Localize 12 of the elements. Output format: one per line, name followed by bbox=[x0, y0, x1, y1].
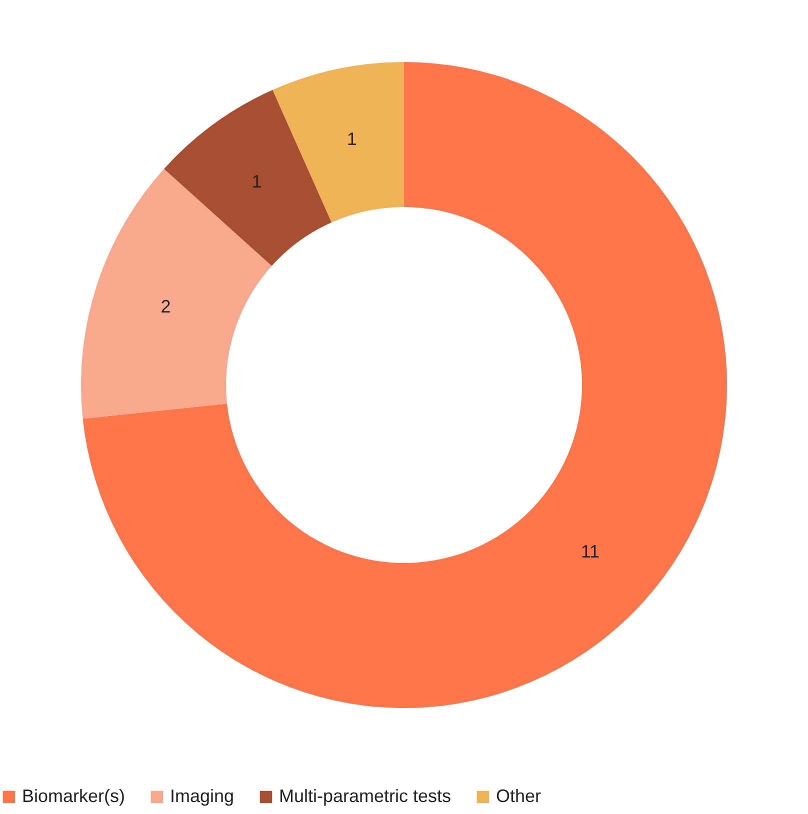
donut-slice bbox=[81, 168, 272, 419]
legend-label: Imaging bbox=[170, 786, 234, 806]
donut-slice bbox=[272, 62, 404, 222]
legend-label: Multi-parametric tests bbox=[279, 786, 452, 806]
legend-label: Other bbox=[496, 786, 542, 806]
donut-slice bbox=[82, 62, 727, 708]
data-label: 1 bbox=[252, 171, 262, 192]
legend-label: Biomarker(s) bbox=[22, 786, 126, 806]
data-label: 2 bbox=[160, 296, 171, 317]
data-label: 1 bbox=[346, 128, 357, 149]
data-label: 11 bbox=[580, 542, 600, 562]
donut-slice bbox=[164, 90, 332, 266]
